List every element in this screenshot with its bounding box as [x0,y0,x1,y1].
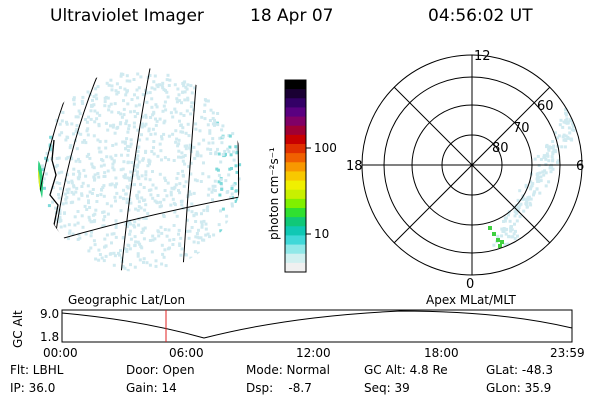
xtick-0600: 06:00 [169,346,204,360]
colorbar-tick-label-100: 100 [314,141,337,155]
colorbar-segment [285,198,306,209]
xtick-1200: 12:00 [296,346,331,360]
mlt-label-18: 18 [346,159,363,174]
xtick-0000: 00:00 [43,346,78,360]
mlt-label-0: 0 [466,277,474,292]
colorbar-segment [285,262,306,273]
colorbar-segment [285,89,306,99]
colorbar-segment [285,153,306,163]
polar-aurora-dots [488,99,582,248]
polar-mlat-mlt-panel: 12 18 6 0 60 70 80 [346,49,584,292]
info-seq: Seq: 39 [364,381,410,395]
info-glat: GLat: -48.3 [486,363,553,377]
info-flt: Flt: LBHL [10,363,64,377]
colorbar-segment [285,171,306,182]
mlt-label-6: 6 [576,159,584,174]
coastline [49,139,65,272]
date-label: 18 Apr 07 [250,6,334,26]
info-glon: GLon: 35.9 [486,381,552,395]
colorbar-segment [285,98,306,108]
polar-grid [361,54,583,276]
colorbar-segment [285,107,306,118]
colorbar-segment [285,189,306,200]
mlat-label-70: 70 [513,121,530,136]
colorbar-segment [285,244,306,255]
geographic-map-panel [38,68,242,272]
xtick-1800: 18:00 [424,346,459,360]
colorbar-segment [285,144,306,154]
latitude-line [39,194,242,246]
altitude-ylabel: GC Alt [11,310,25,348]
info-door: Door: Open [126,363,195,377]
colorbar-segment [285,162,306,172]
mlat-label-80: 80 [492,141,509,156]
xtick-2359: 23:59 [550,346,585,360]
limb-emission-core [38,167,40,203]
app-title: Ultraviolet Imager [50,6,204,26]
mlt-label-12: 12 [474,49,491,64]
info-gcalt: GC Alt: 4.8 Re [364,363,448,377]
info-dsp: Dsp: -8.7 [246,381,312,395]
altitude-plot-frame [61,309,573,343]
colorbar-segment [285,208,306,218]
apex-panel-label: Apex MLat/MLT [426,293,516,307]
colorbar-tick-label-10: 10 [314,227,329,241]
ytick-1_8: 1.8 [40,330,59,344]
colorbar-segment [285,226,306,236]
geographic-panel-label: Geographic Lat/Lon [68,293,185,307]
colorbar-segment [285,180,306,191]
coastline-east [197,68,231,111]
info-mode: Mode: Normal [246,363,330,377]
ytick-9: 9.0 [40,307,59,321]
colorbar-segment [285,125,306,136]
color-scale-bar: 100 10 photon cm⁻²s⁻¹ [267,79,337,273]
colorbar-segment [285,253,306,264]
info-ip: IP: 36.0 [10,381,56,395]
colorbar-segment [285,116,306,127]
aurora-emission-dots [40,72,242,272]
altitude-plot: 9.0 1.8 GC Alt 00:00 06:00 12:00 18:00 2… [11,307,585,360]
colorbar-segment [285,235,306,246]
colorbar-segment [285,217,306,227]
mlat-label-60: 60 [537,99,554,114]
altitude-curve [61,310,573,339]
info-gain: Gain: 14 [126,381,177,395]
time-label: 04:56:02 UT [428,6,533,26]
colorbar-unit-label: photon cm⁻²s⁻¹ [267,147,281,240]
colorbar-segment [285,80,306,90]
colorbar-segment [285,134,306,145]
